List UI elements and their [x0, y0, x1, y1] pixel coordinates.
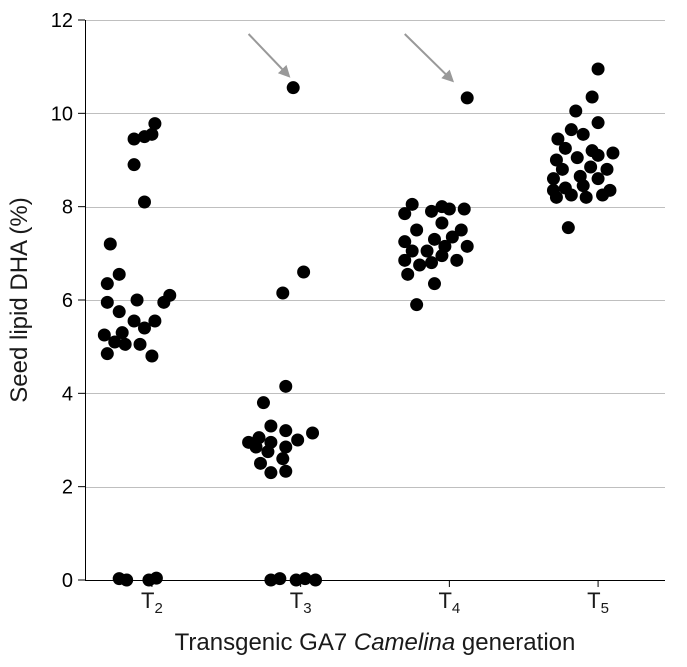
data-point	[401, 268, 414, 281]
data-point	[134, 338, 147, 351]
data-point	[131, 294, 144, 307]
data-point	[120, 574, 133, 587]
data-point	[577, 128, 590, 141]
data-point	[428, 233, 441, 246]
data-point	[113, 268, 126, 281]
data-point	[279, 441, 292, 454]
data-point	[580, 191, 593, 204]
data-point	[601, 163, 614, 176]
x-tick-label: T3	[290, 588, 312, 617]
data-point	[421, 245, 434, 258]
data-point	[309, 574, 322, 587]
data-point	[254, 457, 267, 470]
data-point	[603, 184, 616, 197]
data-point	[584, 161, 597, 174]
data-point	[98, 329, 111, 342]
annotation-arrow	[249, 34, 289, 76]
y-tick-label: 6	[62, 290, 73, 312]
data-point	[276, 287, 289, 300]
data-point	[410, 224, 423, 237]
data-point	[574, 170, 587, 183]
data-point	[276, 452, 289, 465]
data-point	[435, 217, 448, 230]
x-tick-label: T2	[141, 588, 163, 617]
data-point	[128, 133, 141, 146]
data-point	[264, 420, 277, 433]
data-point	[565, 123, 578, 136]
y-tick-label: 4	[62, 383, 73, 405]
data-point	[428, 277, 441, 290]
y-tick-label: 8	[62, 197, 73, 219]
data-point	[101, 296, 114, 309]
data-point	[148, 117, 161, 130]
data-point	[148, 315, 161, 328]
data-point	[569, 105, 582, 118]
x-tick-label: T5	[587, 588, 609, 617]
data-point	[547, 184, 560, 197]
data-point	[264, 466, 277, 479]
y-tick-label: 2	[62, 477, 73, 499]
data-point	[551, 133, 564, 146]
data-point	[461, 91, 474, 104]
data-point	[264, 436, 277, 449]
data-point	[559, 182, 572, 195]
scatter-chart: 0 2 4 6 8 10 12 T2 T3 T4 T5 Seed lipid DHA (%) Trans…	[0, 0, 687, 667]
data-point	[257, 396, 270, 409]
x-axis-label: Transgenic GA7 Camelina generation	[175, 629, 576, 656]
data-point	[128, 158, 141, 171]
data-point	[101, 277, 114, 290]
data-point	[586, 91, 599, 104]
data-point	[398, 235, 411, 248]
data-point	[413, 259, 426, 272]
data-point	[101, 347, 114, 360]
annotation-arrow	[405, 34, 453, 81]
data-point	[592, 63, 605, 76]
data-point	[592, 116, 605, 129]
data-point	[150, 572, 163, 585]
data-point	[273, 572, 286, 585]
y-axis-label: Seed lipid DHA (%)	[6, 197, 33, 402]
data-point	[455, 224, 468, 237]
data-point	[163, 289, 176, 302]
data-point	[450, 254, 463, 267]
data-point	[562, 221, 575, 234]
data-point	[435, 200, 448, 213]
data-point	[104, 238, 117, 251]
x-tick-label: T4	[438, 588, 460, 617]
y-tick-label: 10	[51, 103, 73, 125]
data-point	[291, 434, 304, 447]
data-point	[279, 465, 292, 478]
data-point	[128, 315, 141, 328]
data-point	[586, 144, 599, 157]
data-point	[406, 198, 419, 211]
data-point	[253, 431, 266, 444]
y-tick-label: 12	[51, 10, 73, 32]
data-point	[116, 326, 129, 339]
data-point	[571, 151, 584, 164]
data-point	[138, 196, 151, 209]
data-point	[113, 305, 126, 318]
data-point	[279, 380, 292, 393]
data-point	[306, 427, 319, 440]
data-point	[297, 266, 310, 279]
data-point	[287, 81, 300, 94]
data-point	[458, 203, 471, 216]
data-point	[145, 350, 158, 363]
data-point	[461, 240, 474, 253]
data-point	[410, 298, 423, 311]
data-point	[279, 424, 292, 437]
data-point	[606, 147, 619, 160]
y-tick-label: 0	[62, 570, 73, 592]
data-point	[550, 154, 563, 167]
